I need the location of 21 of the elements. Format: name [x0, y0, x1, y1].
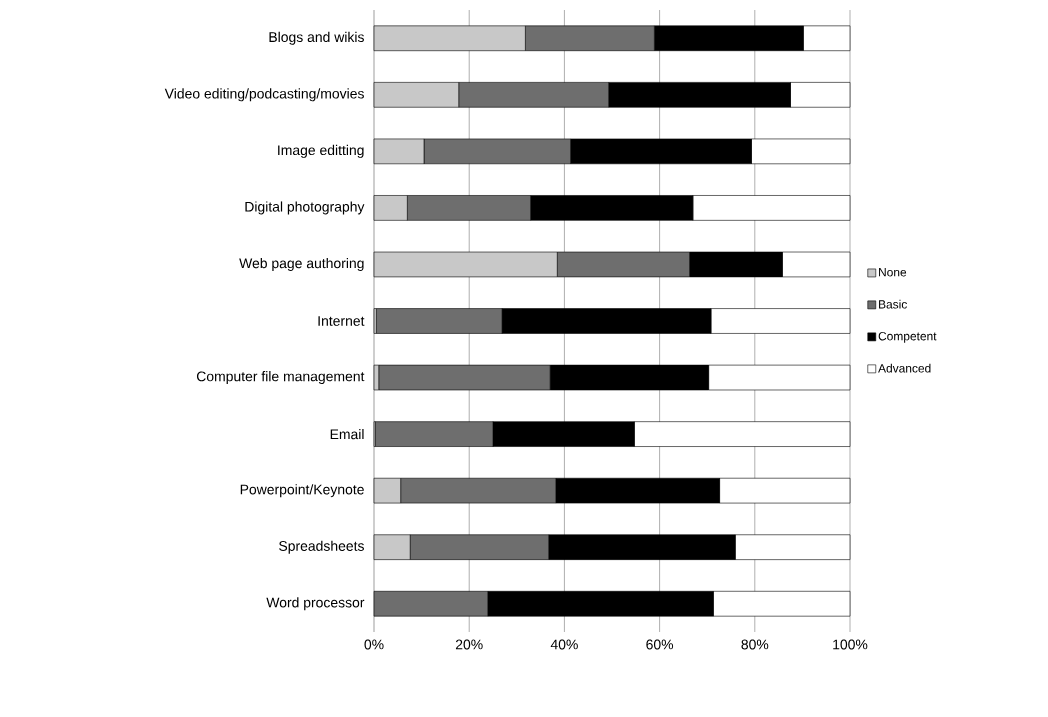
x-tick-label: 20% [455, 639, 483, 650]
x-tick-label: 100% [833, 639, 868, 650]
x-tick-label: 40% [550, 639, 578, 650]
y-tick-label: Image editting [278, 144, 364, 158]
y-tick-label: Video editing/podcasting/movies [164, 88, 364, 102]
y-tick-label: Digital photography [245, 201, 365, 215]
legend-label: Basic [879, 299, 907, 309]
y-tick-label: Powerpoint/Keynote [240, 484, 364, 498]
x-tick-label: 0% [364, 639, 384, 650]
legend-label: Advanced [878, 363, 931, 373]
x-tick-label: 80% [741, 639, 769, 650]
y-tick-label: Email [330, 428, 364, 440]
y-tick-label: Web page authoring [239, 257, 364, 271]
y-tick-label: Blogs and wikis [269, 31, 364, 45]
y-tick-label: Word processor [266, 597, 365, 611]
y-tick-label: Internet [318, 316, 365, 326]
y-tick-label: Spreadsheets [279, 540, 364, 554]
x-tick-label: 60% [646, 639, 674, 650]
legend-label: Competent [878, 331, 937, 343]
y-tick-label: Computer file management [196, 371, 365, 385]
legend-label: None [879, 268, 907, 277]
